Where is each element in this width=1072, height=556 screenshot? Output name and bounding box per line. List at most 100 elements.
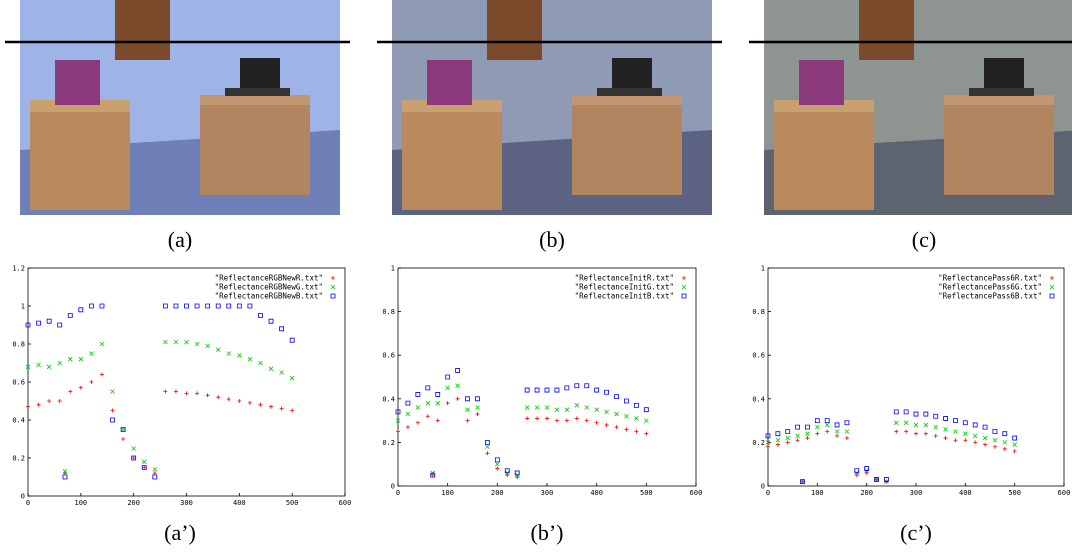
data-point xyxy=(415,420,420,425)
data-point xyxy=(564,385,570,391)
data-point xyxy=(634,429,639,434)
data-point xyxy=(504,468,510,474)
data-point xyxy=(215,347,221,352)
data-point xyxy=(184,339,189,345)
data-point xyxy=(864,466,870,471)
data-point xyxy=(236,303,242,309)
data-point xyxy=(152,471,157,476)
data-point xyxy=(269,404,274,409)
data-point xyxy=(525,416,530,421)
data-point xyxy=(173,389,178,394)
data-point xyxy=(184,303,189,309)
y-tick-label: 0.4 xyxy=(382,395,395,403)
data-point xyxy=(89,351,94,356)
plot-frame xyxy=(397,267,697,487)
data-point xyxy=(290,408,295,413)
data-point xyxy=(67,313,73,318)
data-point xyxy=(131,455,137,461)
data-point xyxy=(535,416,540,421)
data-point xyxy=(824,422,830,428)
y-tick-label: 0 xyxy=(761,483,765,491)
legend-label: "ReflectanceInitG.txt" xyxy=(575,283,674,292)
y-tick-label: 0.4 xyxy=(12,417,25,425)
x-tick-label: 200 xyxy=(860,489,873,497)
data-point xyxy=(893,420,899,426)
data-point xyxy=(1002,440,1008,445)
data-point xyxy=(604,389,609,395)
x-tick-label: 300 xyxy=(910,489,923,497)
x-tick-label: 400 xyxy=(590,489,603,497)
data-point xyxy=(953,438,958,443)
plot-frame xyxy=(767,267,1065,487)
data-point xyxy=(584,418,589,423)
data-point xyxy=(445,401,450,406)
data-point xyxy=(258,313,263,318)
data-point xyxy=(395,418,401,423)
data-point xyxy=(141,459,147,465)
data-point xyxy=(78,385,83,390)
data-point xyxy=(844,420,850,426)
data-point xyxy=(258,360,263,366)
data-point xyxy=(62,474,68,480)
data-point xyxy=(614,411,619,417)
y-tick-label: 1 xyxy=(391,265,395,273)
data-point xyxy=(279,370,284,375)
data-point xyxy=(110,389,115,394)
data-point xyxy=(120,427,126,432)
data-point xyxy=(815,424,820,430)
photo-c xyxy=(747,0,1072,217)
data-point xyxy=(430,473,435,478)
data-point xyxy=(624,398,629,404)
data-point xyxy=(465,396,470,402)
chart: 0 100 200 300 400 500 600 0 0.2 0.4 0.6 0.8 1 1.2 "Ref… xyxy=(12,265,351,546)
data-point xyxy=(893,409,899,415)
data-point xyxy=(775,431,781,437)
y-tick-label: 0.8 xyxy=(382,308,395,316)
data-point xyxy=(405,411,411,417)
y-tick-label: 0.6 xyxy=(12,379,25,387)
data-point xyxy=(205,393,210,398)
x-tick-label: 0 xyxy=(396,489,400,497)
legend-label: "ReflectanceInitB.txt" xyxy=(575,292,674,301)
data-point xyxy=(425,385,431,391)
data-point xyxy=(933,433,938,438)
y-tick-label: 1 xyxy=(761,265,765,273)
data-point xyxy=(795,433,800,439)
data-point xyxy=(46,364,52,370)
data-point xyxy=(110,417,115,423)
legend-label: "ReflectanceRGBNewR.txt" xyxy=(215,274,323,283)
legend-marker xyxy=(1049,293,1055,299)
y-tick-label: 0.6 xyxy=(382,352,395,360)
data-point xyxy=(903,420,909,426)
data-point xyxy=(455,396,460,401)
data-point xyxy=(205,303,211,309)
data-point xyxy=(62,469,68,474)
data-point xyxy=(216,395,221,400)
data-point xyxy=(604,409,609,415)
data-point xyxy=(800,479,805,485)
legend-label: "ReflectanceInitR.txt" xyxy=(575,274,674,283)
data-point xyxy=(475,405,480,410)
data-point xyxy=(226,397,231,402)
y-tick-label: 0.4 xyxy=(752,395,765,403)
data-point xyxy=(805,424,810,430)
data-point xyxy=(775,437,781,443)
x-tick-label: 200 xyxy=(127,499,140,507)
legend-label: "ReflectanceRGBNewG.txt" xyxy=(215,283,323,292)
data-point xyxy=(226,303,232,309)
legend-label: "ReflectancePass6G.txt" xyxy=(938,283,1042,292)
data-point xyxy=(524,405,530,410)
data-point xyxy=(972,422,978,428)
data-point xyxy=(99,341,105,347)
data-point xyxy=(184,391,189,396)
data-point xyxy=(524,387,530,393)
data-point xyxy=(972,433,978,439)
legend-marker xyxy=(681,284,687,290)
x-tick-label: 500 xyxy=(286,499,299,507)
data-point xyxy=(1012,435,1018,441)
y-tick-label: 0 xyxy=(21,493,25,501)
data-point xyxy=(992,444,997,449)
chart: 0 100 200 300 400 500 600 0 0.2 0.4 0.6 0.8 1 "Reflec… xyxy=(752,265,1070,546)
chart: 0 100 200 300 400 500 600 0 0.2 0.4 0.6 0.8 1 "Reflec… xyxy=(382,265,702,546)
